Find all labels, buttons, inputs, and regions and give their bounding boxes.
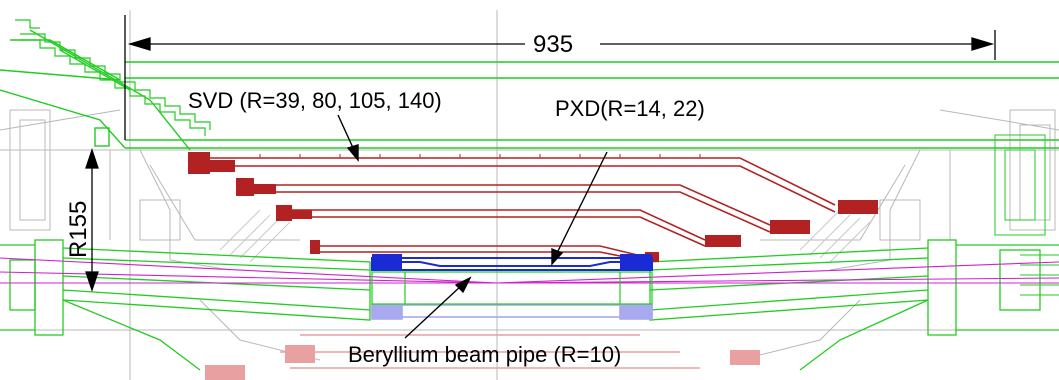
dimension-r155-label: R155 [65,201,92,258]
support-cone-hatching [219,209,871,263]
svd-ladder-ticks [259,154,701,158]
pxd-mirror [371,304,653,320]
outer-structure-green [0,29,1059,151]
svd-mirror [280,334,700,369]
beam-pipe-label: Beryllium beam pipe (R=10) [348,342,621,367]
dimension-r155 [85,147,99,293]
pxd-label: PXD(R=14, 22) [555,96,705,121]
pxd-detector [371,254,653,271]
beam-pipe [371,271,653,305]
staircase-structure [15,19,211,136]
beampipe-cone-green [0,239,1059,371]
annotation-arrows [337,114,608,339]
svd-mirror-ends [205,345,760,380]
dimension-935-label: 935 [533,31,573,58]
dimension-935 [124,15,996,140]
background-structure [0,10,1059,380]
right-detail-green [994,134,1059,296]
beam-lines [0,257,1059,284]
svd-label: SVD (R=39, 80, 105, 140) [188,88,442,113]
